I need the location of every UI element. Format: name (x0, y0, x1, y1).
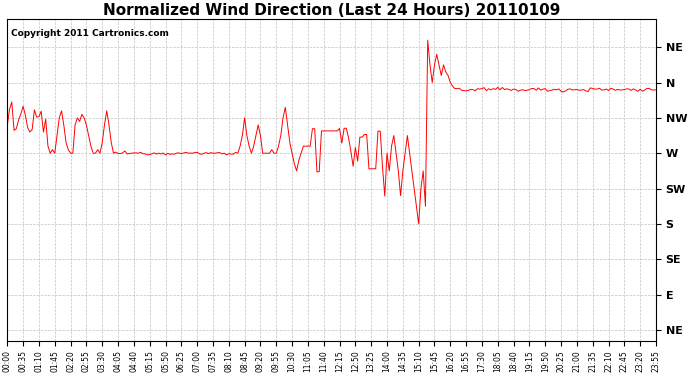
Title: Normalized Wind Direction (Last 24 Hours) 20110109: Normalized Wind Direction (Last 24 Hours… (103, 3, 560, 18)
Text: Copyright 2011 Cartronics.com: Copyright 2011 Cartronics.com (10, 28, 168, 38)
